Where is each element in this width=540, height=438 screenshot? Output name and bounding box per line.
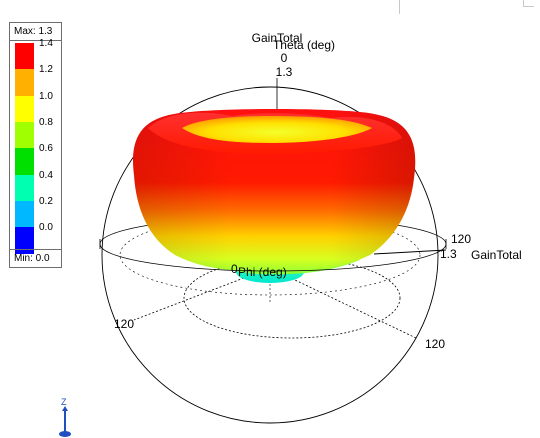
legend-swatch: [15, 200, 34, 228]
window-edge-tick: [399, 0, 400, 14]
legend-swatch: [15, 43, 34, 70]
legend-tick-label: 1.0: [39, 90, 53, 102]
legend-swatch: [15, 69, 34, 97]
window-corner-mark: [523, 0, 534, 7]
theta-zero-label: 0: [281, 51, 288, 65]
legend-swatch: [15, 174, 34, 202]
legend-tick-label: 1.4: [39, 38, 53, 49]
legend-max-label: Max: 1.3: [10, 23, 61, 41]
phi-axis-label: Phi (deg): [238, 265, 287, 279]
legend-tick-label: 0.6: [39, 143, 53, 155]
legend-tick-label: 0.2: [39, 195, 53, 207]
legend-tick-label: 1.2: [39, 64, 53, 76]
phi-axis-right: [373, 249, 447, 255]
right-angle-label: 120: [451, 232, 471, 246]
legend-swatch: [15, 148, 34, 176]
sphere-outline: [101, 86, 439, 424]
theta-quantity-label: GainTotal: [252, 31, 303, 45]
phi-ring-front: [99, 243, 447, 272]
legend-min-label: Min: 0.0: [10, 249, 61, 267]
axis-ray-bottom: [269, 267, 417, 339]
axes-triad: Z: [59, 397, 71, 437]
right-scale-value: 1.3: [440, 247, 457, 261]
z-axis-label: Z: [61, 397, 67, 407]
bottom-angle-label: 120: [425, 337, 445, 351]
legend-swatch: [15, 227, 34, 255]
color-legend: Max: 1.3 1.4 1.2 1.0 0.8 0.6 0.4 0.2 0.0 Min: 0…: [9, 22, 62, 268]
triad-origin: [59, 431, 71, 437]
legend-tick-label: 0.8: [39, 116, 53, 128]
legend-tick-label: 0.4: [39, 169, 53, 181]
legend-swatch: [15, 95, 34, 123]
legend-swatch: [15, 121, 34, 149]
left-angle-label: 120: [114, 317, 134, 331]
theta-axis-label: Theta (deg): [273, 38, 335, 52]
inner-dashed-circle: [183, 257, 401, 339]
pattern-inner-cup: [182, 116, 372, 143]
legend-tick-label: 0.0: [39, 222, 53, 234]
phi-ring-edges: [99, 239, 447, 249]
z-axis-arrow-icon: [62, 406, 68, 411]
phi-zero-label: 0: [231, 262, 238, 276]
theta-scale-value: 1.3: [276, 65, 293, 79]
right-quantity-label: GainTotal: [471, 248, 522, 262]
